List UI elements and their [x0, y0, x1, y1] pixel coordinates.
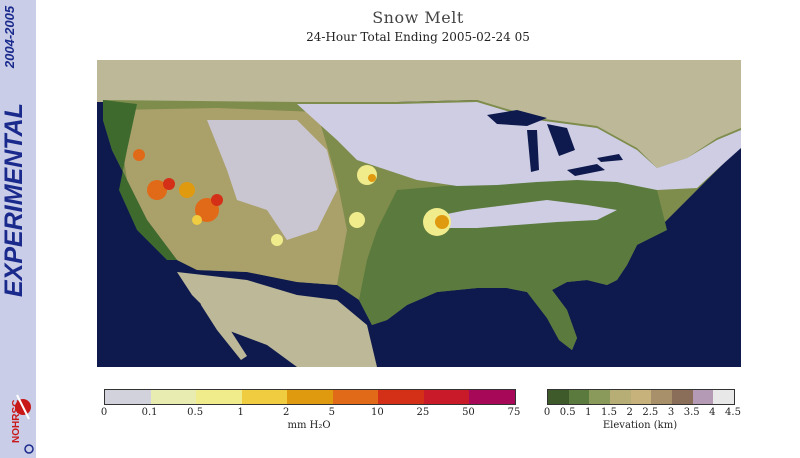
legend-tick-label: 50 [462, 407, 475, 418]
snow-cover-north [297, 102, 741, 190]
legend-swatch [609, 390, 631, 404]
canada-land [97, 60, 741, 170]
legend-tick-label: 3.5 [683, 407, 700, 418]
legend-tick-label: 3 [667, 407, 675, 418]
legend-swatch [378, 390, 424, 404]
legend-swatch [241, 390, 288, 404]
legend-tick-label: 4.5 [725, 407, 741, 418]
mexico-land [177, 272, 377, 367]
legend-swatch [423, 390, 470, 404]
legend-swatch [332, 390, 379, 404]
legend-tick-label: 0.1 [141, 407, 158, 418]
lake-ontario [597, 154, 623, 162]
legend-tick-label: 4 [709, 407, 716, 418]
years-label: 2004-2005 [2, 5, 17, 69]
legend-tick-label: 1 [237, 407, 244, 418]
lake-michigan [527, 130, 539, 172]
lake-superior [487, 110, 547, 126]
legend-tick-label: 2.5 [642, 407, 659, 418]
pacific-coast [103, 100, 177, 260]
page-title: Snow Melt [372, 8, 464, 27]
legend-swatch [692, 390, 714, 404]
snow-melt-unit: mm H₂O [287, 420, 331, 431]
legend-tick-label: 2 [283, 407, 290, 418]
legend-swatch [196, 390, 242, 404]
lake-erie [567, 164, 605, 176]
snow-band-central [427, 200, 617, 228]
elevation-legend [547, 389, 735, 405]
legend-tick-label: 0 [543, 407, 551, 418]
legend-tick-label: 1 [585, 407, 592, 418]
legend-tick-label: 0.5 [559, 407, 576, 418]
melt-patches [133, 149, 451, 246]
experimental-sidebar: 2004-2005 EXPERIMENTAL NOHRSC [0, 0, 36, 458]
page-subtitle: 24-Hour Total Ending 2005-02-24 05 [306, 30, 530, 44]
legend-swatch [287, 390, 333, 404]
snow-melt-legend [104, 389, 516, 405]
svg-text:NOHRSC: NOHRSC [11, 400, 22, 443]
legend-swatch [630, 390, 652, 404]
legend-swatch [548, 390, 569, 404]
legend-tick-label: 2 [626, 407, 633, 418]
svg-text:EXPERIMENTAL: EXPERIMENTAL [0, 103, 28, 297]
legend-swatch [150, 390, 197, 404]
legend-tick-label: 10 [370, 407, 384, 418]
experimental-label: EXPERIMENTAL [0, 103, 28, 297]
legend-tick-label: 1.5 [601, 407, 617, 418]
snow-melt-map [97, 60, 741, 367]
nohrsc-logo: NOHRSC [11, 394, 34, 454]
baja-land [197, 288, 247, 360]
legend-swatch [568, 390, 590, 404]
legend-swatch [713, 390, 734, 404]
legend-swatch [671, 390, 693, 404]
lake-huron [547, 124, 575, 156]
legend-swatch [469, 390, 515, 404]
legend-tick-label: 0.5 [187, 407, 204, 418]
legend-swatch [589, 390, 610, 404]
legend-tick-label: 75 [507, 407, 521, 418]
legend-tick-label: 25 [416, 407, 430, 418]
legend-swatch [651, 390, 672, 404]
legend-swatch [105, 390, 151, 404]
snow-cover-rockies [207, 120, 337, 240]
legend-tick-label: 0 [100, 407, 108, 418]
legend-tick-label: 5 [328, 407, 335, 418]
svg-text:2004-2005: 2004-2005 [2, 5, 17, 69]
elevation-unit: Elevation (km) [602, 420, 678, 431]
